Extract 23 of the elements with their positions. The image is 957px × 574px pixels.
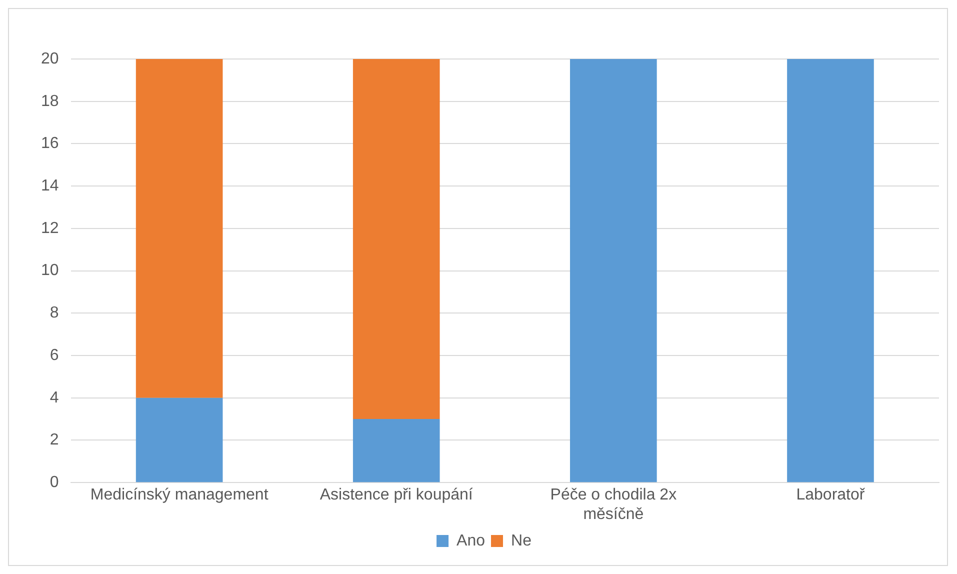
legend-label: Ne	[511, 532, 532, 550]
legend-label: Ano	[456, 532, 486, 550]
bar	[136, 59, 223, 398]
bar	[570, 59, 657, 482]
y-tick-label: 2	[50, 432, 59, 449]
y-tick-label: 10	[41, 262, 59, 280]
x-tick-label: Medicínský management	[90, 486, 269, 504]
y-tick-label: 12	[41, 220, 59, 237]
bar	[787, 59, 874, 482]
x-tick-label: Laboratoř	[796, 486, 866, 504]
y-tick-label: 0	[50, 474, 59, 492]
x-tick-label: Asistence při koupání	[320, 486, 474, 504]
y-tick-label: 4	[50, 389, 59, 406]
y-tick-label: 6	[50, 346, 59, 364]
bar	[352, 419, 440, 482]
x-tick-label: Péče o chodila 2x měsíčně	[550, 486, 677, 523]
bar	[352, 59, 440, 420]
y-tick-label: 8	[50, 304, 59, 322]
bar	[136, 398, 223, 482]
y-tick-label: 20	[41, 50, 59, 68]
y-tick-label: 16	[41, 135, 59, 152]
y-tick-label: 18	[41, 92, 59, 110]
y-tick-label: 14	[41, 177, 59, 194]
